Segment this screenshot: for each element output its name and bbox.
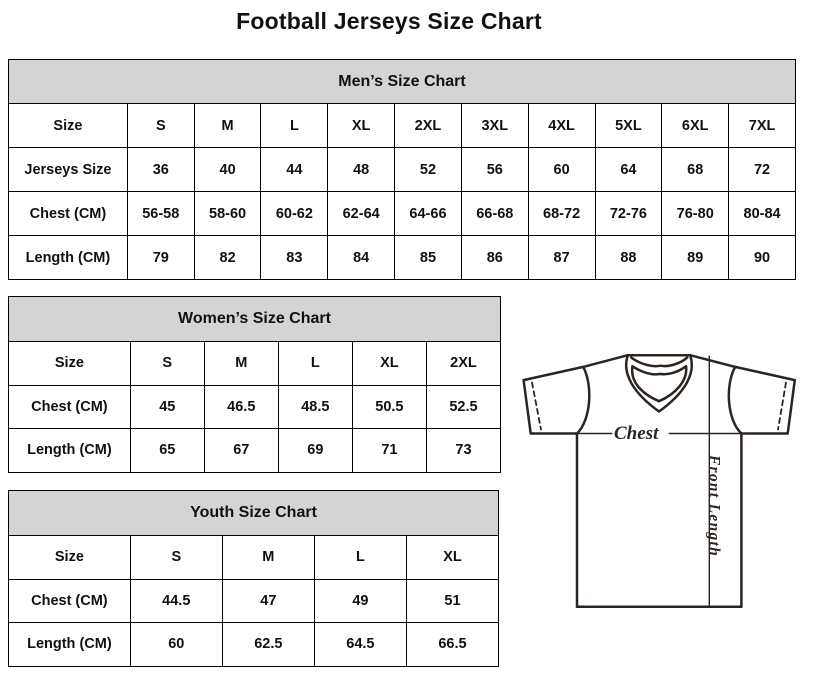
svg-text:Front Length: Front Length	[705, 454, 722, 557]
svg-text:Chest: Chest	[614, 423, 659, 444]
